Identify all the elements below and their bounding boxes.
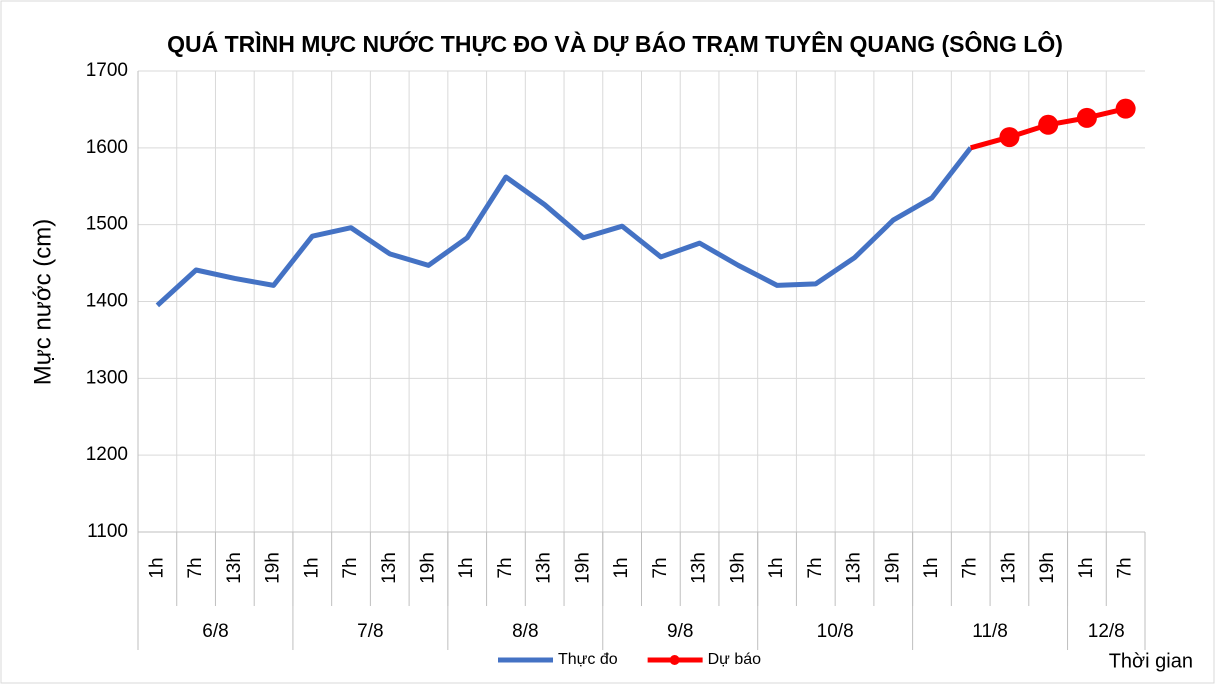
y-tick-label: 1500 bbox=[86, 214, 128, 235]
x-tick-label: 1h bbox=[456, 557, 477, 578]
y-tick-label: 1100 bbox=[87, 521, 128, 542]
x-group-label: 11/8 bbox=[972, 621, 1008, 642]
x-group-label: 12/8 bbox=[1088, 621, 1125, 642]
x-tick-label: 19h bbox=[727, 552, 748, 584]
x-tick-label: 1h bbox=[301, 557, 322, 578]
x-tick-label: 7h bbox=[1115, 557, 1136, 578]
x-group-label: 8/8 bbox=[512, 621, 538, 642]
x-tick-label: 13h bbox=[224, 552, 245, 584]
x-tick-label: 13h bbox=[689, 552, 710, 584]
x-tick-label: 7h bbox=[340, 557, 361, 578]
series-marker bbox=[999, 127, 1020, 148]
x-tick-label: 1h bbox=[611, 557, 632, 578]
y-tick-label: 1700 bbox=[86, 60, 128, 81]
x-tick-label: 7h bbox=[650, 557, 671, 578]
x-tick-label: 19h bbox=[263, 552, 284, 584]
x-tick-label: 19h bbox=[572, 552, 593, 584]
x-tick-label: 13h bbox=[534, 552, 555, 584]
x-group-label: 6/8 bbox=[202, 621, 228, 642]
x-tick-label: 19h bbox=[882, 552, 903, 584]
x-tick-label: 7h bbox=[805, 557, 826, 578]
y-axis-label: Mực nước (cm) bbox=[29, 219, 56, 386]
x-tick-label: 13h bbox=[844, 552, 865, 584]
chart-title: QUÁ TRÌNH MỰC NƯỚC THỰC ĐO VÀ DỰ BÁO TRẠ… bbox=[167, 30, 1063, 57]
y-tick-label: 1600 bbox=[86, 137, 128, 158]
x-tick-label: 1h bbox=[921, 557, 942, 578]
x-axis-label: Thời gian bbox=[1109, 650, 1193, 672]
x-tick-label: 19h bbox=[417, 552, 438, 584]
series-marker bbox=[1038, 114, 1059, 135]
x-tick-label: 13h bbox=[998, 552, 1019, 584]
x-tick-label: 13h bbox=[379, 552, 400, 584]
y-tick-label: 1300 bbox=[86, 367, 128, 388]
y-tick-label: 1200 bbox=[86, 444, 128, 465]
series-marker bbox=[1076, 107, 1097, 128]
x-group-label: 10/8 bbox=[817, 621, 854, 642]
series-line bbox=[155, 146, 973, 308]
series-marker bbox=[1115, 98, 1136, 119]
x-tick-label: 7h bbox=[960, 557, 981, 578]
x-tick-label: 7h bbox=[185, 557, 206, 578]
legend-label: Dự báo bbox=[708, 651, 762, 668]
x-tick-label: 1h bbox=[146, 557, 167, 578]
x-tick-label: 19h bbox=[1037, 552, 1058, 584]
x-tick-label: 1h bbox=[766, 557, 787, 578]
x-tick-label: 7h bbox=[495, 557, 516, 578]
x-group-label: 7/8 bbox=[357, 621, 383, 642]
legend-label: Thực đo bbox=[558, 651, 618, 668]
x-tick-label: 1h bbox=[1076, 557, 1097, 578]
y-tick-label: 1400 bbox=[86, 291, 128, 312]
legend-marker bbox=[669, 655, 680, 665]
x-group-label: 9/8 bbox=[667, 621, 693, 642]
